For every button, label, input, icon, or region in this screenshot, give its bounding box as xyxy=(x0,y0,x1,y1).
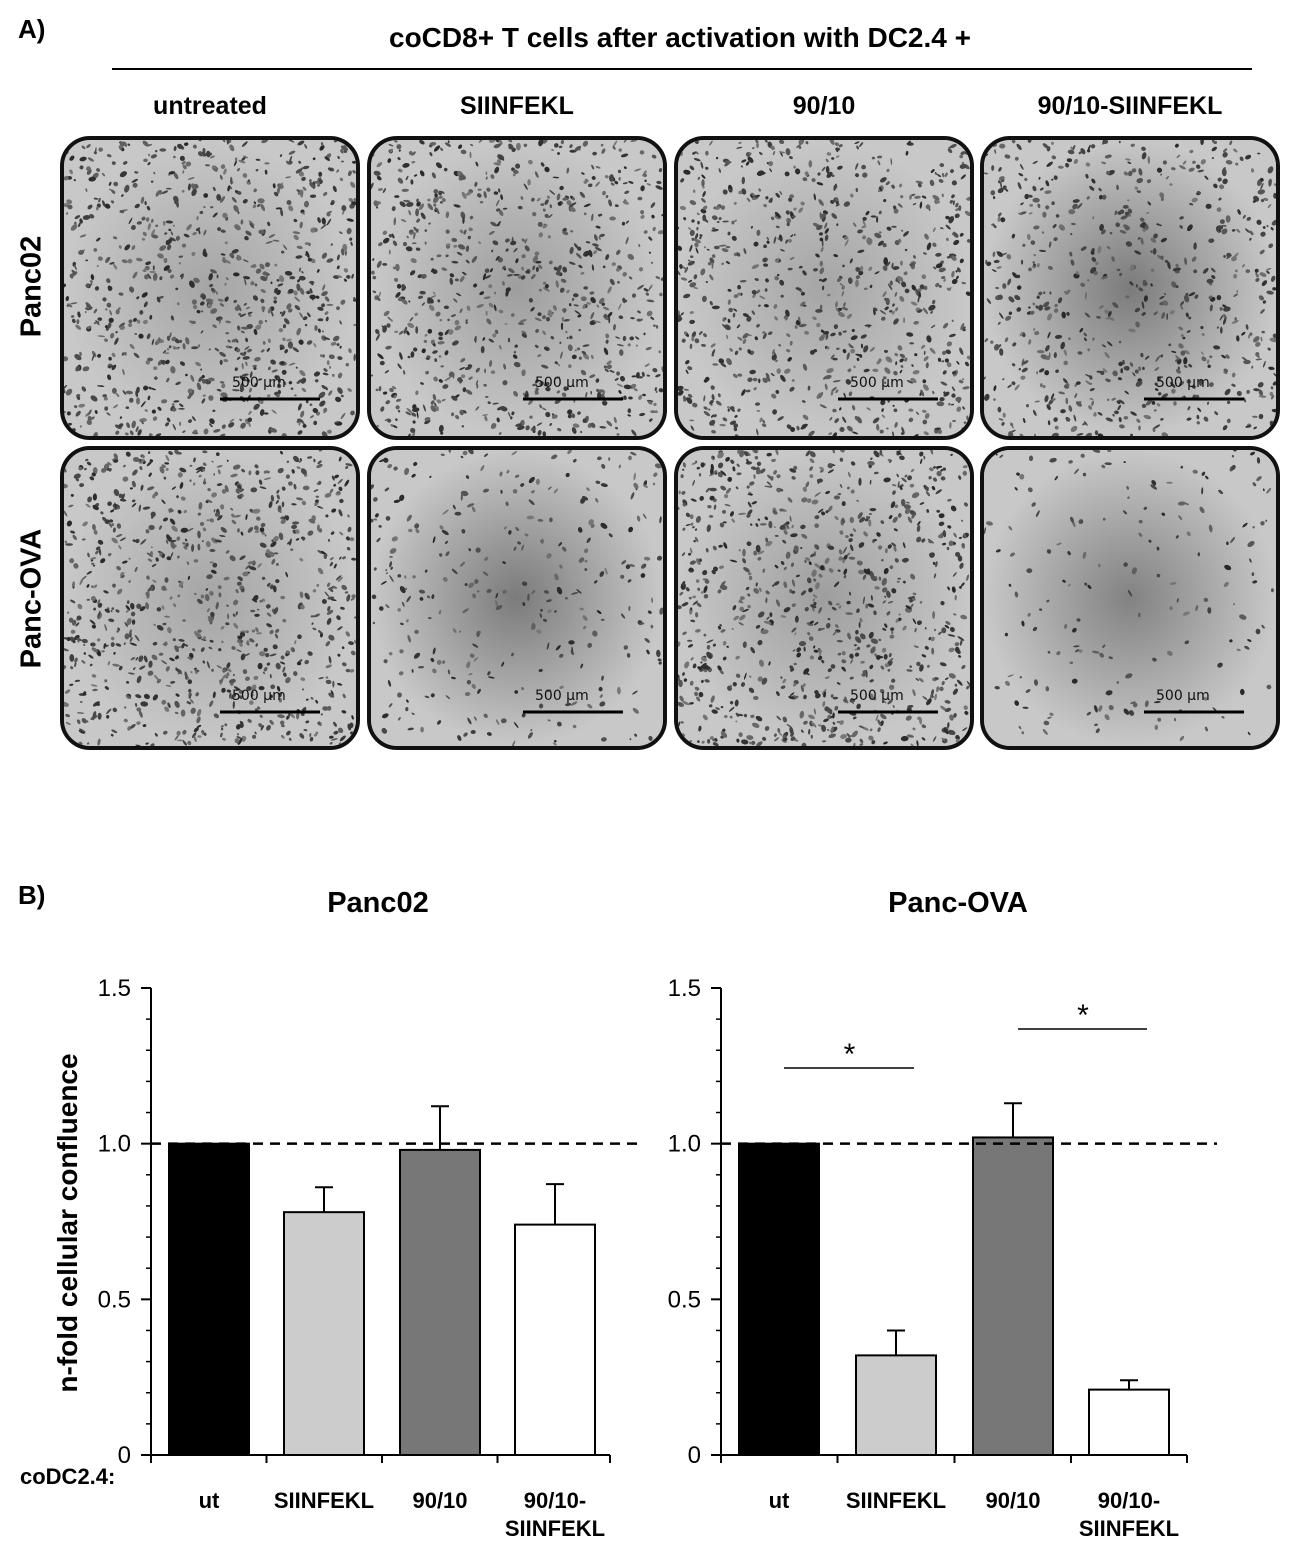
y-tick-label: 1.5 xyxy=(668,975,701,1002)
y-tick-label: 1.5 xyxy=(98,975,131,1002)
column-label-siinfekl: SIINFEKL xyxy=(460,92,574,120)
x-category-label: 90/10 xyxy=(412,1488,467,1513)
x-category-label: SIINFEKL xyxy=(1079,1516,1179,1541)
x-category-label: 90/10- xyxy=(524,1488,586,1513)
y-tick-label: 0 xyxy=(118,1442,131,1469)
bar-2 xyxy=(399,1148,481,1456)
micrograph-panc-ova-3: 500 µm xyxy=(674,446,974,750)
bar-charts: 0 0.5 1.0 1.5 ut SIINFEKL 90/10 90/10- SIINFEKL 0… xyxy=(98,975,1217,1541)
scale-bar-label: 500 µm xyxy=(850,688,904,704)
column-label-90-10: 90/10 xyxy=(792,92,856,120)
column-label-90-10-siinfekl: 90/10-SIINFEKL xyxy=(1037,92,1223,120)
micrograph-panc02-4: 500 µm xyxy=(980,136,1280,440)
row-label-panc02: Panc02 xyxy=(15,235,48,338)
scale-bar-label: 500 µm xyxy=(1156,375,1210,391)
significance-star: * xyxy=(844,1038,856,1071)
y-tick-label: 1.0 xyxy=(668,1131,701,1158)
bar-0 xyxy=(738,1142,820,1457)
bar-2 xyxy=(972,1136,1054,1456)
x-category-label: SIINFEKL xyxy=(505,1516,605,1541)
column-label-untreated: untreated xyxy=(153,92,267,120)
x-category-label: ut xyxy=(769,1488,790,1513)
scale-bar-label: 500 µm xyxy=(232,375,286,391)
scale-bar-label: 500 µm xyxy=(850,375,904,391)
x-prefix-label: coDC2.4: xyxy=(20,1464,116,1489)
chart-title-panc-ova: Panc-OVA xyxy=(888,887,1028,919)
micrograph-panc-ova-4: 500 µm xyxy=(980,446,1280,750)
micrograph-panc02-2: 500 µm xyxy=(367,136,667,440)
x-category-label: ut xyxy=(199,1488,220,1513)
x-category-label: 90/10- xyxy=(1098,1488,1160,1513)
scale-bar-label: 500 µm xyxy=(232,688,286,704)
x-category-label: SIINFEKL xyxy=(274,1488,374,1513)
panel-a-header: coCD8+ T cells after activation with DC2… xyxy=(389,22,971,53)
bar-3 xyxy=(514,1223,596,1457)
micrograph-panc-ova-1: 500 µm xyxy=(60,446,360,750)
header-underline xyxy=(112,68,1252,70)
y-tick-label: 1.0 xyxy=(98,1131,131,1158)
x-category-label: SIINFEKL xyxy=(846,1488,946,1513)
micrograph-panc-ova-2: 500 µm xyxy=(367,446,667,750)
micrograph-panc02-1: 500 µm xyxy=(60,136,360,440)
bar-0 xyxy=(168,1142,250,1457)
y-tick-label: 0 xyxy=(688,1442,701,1469)
panel-a-label: A) xyxy=(18,14,46,44)
scale-bar-label: 500 µm xyxy=(535,375,589,391)
x-category-label: 90/10 xyxy=(985,1488,1040,1513)
scale-bar-label: 500 µm xyxy=(535,688,589,704)
bar-3 xyxy=(1088,1388,1170,1456)
bar-1 xyxy=(855,1354,937,1456)
significance-star: * xyxy=(1077,999,1089,1032)
y-tick-label: 0.5 xyxy=(668,1286,701,1313)
row-label-panc-ova: Panc-OVA xyxy=(15,528,48,669)
bar-1 xyxy=(283,1211,365,1456)
y-tick-label: 0.5 xyxy=(98,1286,131,1313)
panel-b-label: B) xyxy=(18,880,46,910)
chart-title-panc02: Panc02 xyxy=(327,887,429,919)
scale-bar-label: 500 µm xyxy=(1156,688,1210,704)
micrograph-panc02-3: 500 µm xyxy=(674,136,974,440)
